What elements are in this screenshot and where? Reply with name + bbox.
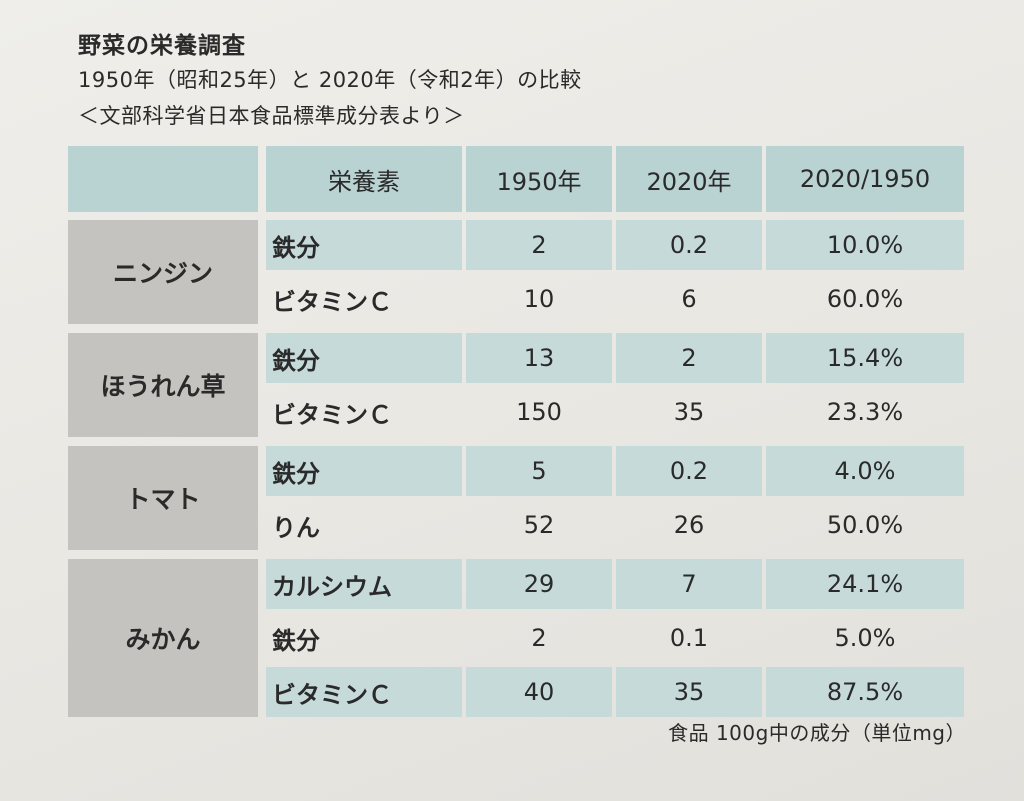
value-1950-cell: 29 (466, 559, 612, 609)
ratio-cell: 23.3% (826, 398, 904, 426)
value-2020-cell: 0.1 (669, 624, 709, 652)
ratio-cell: 15.4% (766, 333, 964, 383)
vegetable-label: ニンジン (68, 220, 258, 324)
ratio-cell: 5.0% (834, 624, 896, 652)
header-1950: 1950年 (466, 146, 612, 212)
page-title: 野菜の栄養調査 (78, 33, 246, 59)
value-2020-cell: 26 (673, 511, 705, 539)
nutrient-cell: 鉄分 (266, 446, 462, 496)
nutrient-cell: りん (272, 513, 320, 542)
nutrient-cell: 鉄分 (272, 626, 320, 655)
ratio-cell: 87.5% (766, 667, 964, 717)
nutrition-table: 栄養素 1950年 2020年 2020/1950 ニンジン 鉄分 2 0.2 10.0% ビタミ… (68, 146, 966, 717)
value-1950-cell: 52 (523, 511, 555, 539)
value-2020-cell: 35 (616, 667, 762, 717)
ratio-cell: 24.1% (766, 559, 964, 609)
source-note: ＜文部科学省日本食品標準成分表より＞ (78, 104, 465, 128)
ratio-cell: 4.0% (766, 446, 964, 496)
value-2020-cell: 2 (616, 333, 762, 383)
ratio-cell: 60.0% (826, 285, 904, 313)
value-1950-cell: 10 (523, 285, 555, 313)
nutrient-cell: ビタミンＣ (272, 400, 392, 429)
document-header: 野菜の栄養調査 1950年（昭和25年）と 2020年（令和2年）の比較 ＜文部… (78, 26, 582, 130)
nutrient-cell: ビタミンＣ (272, 287, 392, 316)
vegetable-label: トマト (68, 446, 258, 550)
header-nutrient: 栄養素 (266, 146, 462, 212)
page-subtitle: 1950年（昭和25年）と 2020年（令和2年）の比較 (78, 68, 582, 92)
vegetable-label: みかん (68, 559, 258, 717)
header-2020: 2020年 (616, 146, 762, 212)
ratio-cell: 50.0% (826, 511, 904, 539)
header-ratio: 2020/1950 (766, 146, 964, 212)
nutrient-cell: 鉄分 (266, 333, 462, 383)
value-2020-cell: 35 (673, 398, 705, 426)
value-2020-cell: 7 (616, 559, 762, 609)
value-1950-cell: 2 (531, 624, 547, 652)
value-1950-cell: 150 (516, 398, 562, 426)
value-1950-cell: 40 (466, 667, 612, 717)
value-2020-cell: 6 (681, 285, 697, 313)
vegetable-label: ほうれん草 (68, 333, 258, 437)
value-1950-cell: 13 (466, 333, 612, 383)
value-2020-cell: 0.2 (616, 446, 762, 496)
value-1950-cell: 2 (466, 220, 612, 270)
nutrient-cell: カルシウム (266, 559, 462, 609)
nutrient-cell: 鉄分 (266, 220, 462, 270)
value-2020-cell: 0.2 (616, 220, 762, 270)
nutrient-cell: ビタミンＣ (266, 667, 462, 717)
header-corner (68, 146, 258, 212)
ratio-cell: 10.0% (766, 220, 964, 270)
value-1950-cell: 5 (466, 446, 612, 496)
unit-footnote: 食品 100g中の成分（単位mg） (668, 721, 966, 745)
